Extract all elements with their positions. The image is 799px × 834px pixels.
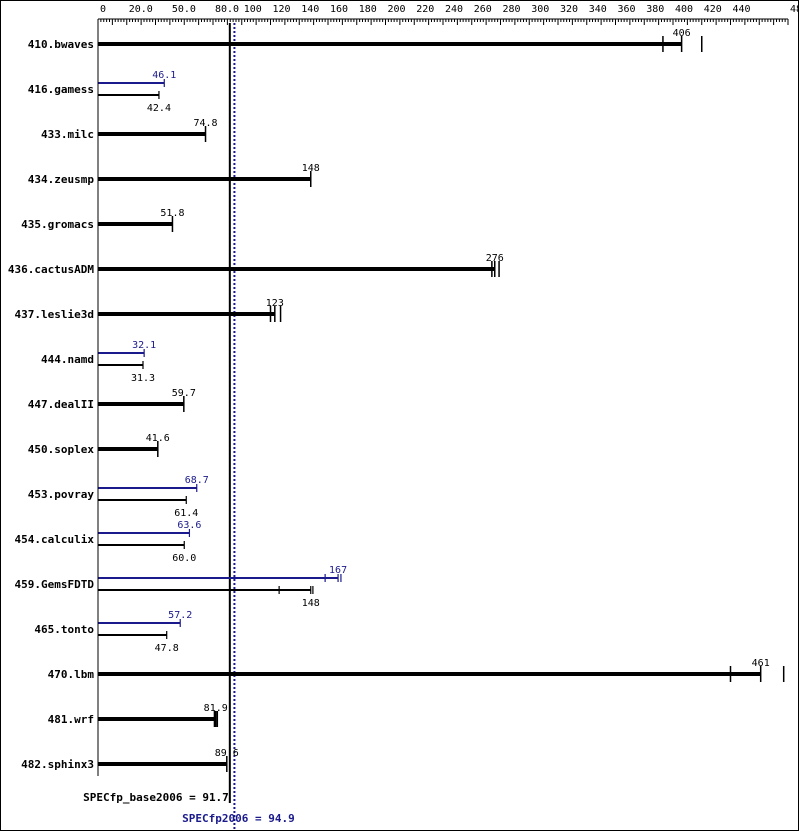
base-value-label: 406 <box>673 28 691 39</box>
base-value-label: 148 <box>302 598 320 609</box>
base-value-label: 461 <box>752 658 770 669</box>
x-tick-label: 240 <box>445 4 463 15</box>
x-tick-label: 160 <box>330 4 348 15</box>
x-tick-label: 300 <box>531 4 549 15</box>
x-tick-label: 180 <box>359 4 377 15</box>
base-value-label: 123 <box>266 298 284 309</box>
base-value-label: 41.6 <box>146 433 170 444</box>
x-tick-label: 480 <box>790 4 798 15</box>
x-tick-label: 440 <box>733 4 751 15</box>
x-tick-label: 360 <box>618 4 636 15</box>
x-tick-label: 260 <box>474 4 492 15</box>
peak-value-label: 68.7 <box>185 475 209 486</box>
x-tick-label: 220 <box>416 4 434 15</box>
x-tick-label: 20.0 <box>129 4 153 15</box>
x-tick-label: 400 <box>675 4 693 15</box>
base-value-label: 60.0 <box>172 553 196 564</box>
peak-mean-label: SPECfp2006 = 94.9 <box>182 812 295 825</box>
peak-value-label: 32.1 <box>132 340 156 351</box>
category-label: 454.calculix <box>15 533 95 546</box>
category-label: 435.gromacs <box>21 218 94 231</box>
x-tick-label: 50.0 <box>172 4 196 15</box>
category-label: 434.zeusmp <box>28 173 95 186</box>
category-label: 459.GemsFDTD <box>15 578 95 591</box>
category-label: 433.milc <box>41 128 94 141</box>
x-tick-label: 280 <box>503 4 521 15</box>
category-label: 482.sphinx3 <box>21 758 94 771</box>
base-value-label: 47.8 <box>155 643 179 654</box>
category-label: 465.tonto <box>34 623 94 636</box>
base-value-label: 59.7 <box>172 388 196 399</box>
base-value-label: 51.8 <box>160 208 184 219</box>
category-label: 436.cactusADM <box>8 263 94 276</box>
category-label: 453.povray <box>28 488 95 501</box>
category-label: 481.wrf <box>48 713 94 726</box>
category-label: 444.namd <box>41 353 94 366</box>
category-label: 416.gamess <box>28 83 94 96</box>
x-tick-label: 380 <box>646 4 664 15</box>
category-label: 410.bwaves <box>28 38 94 51</box>
base-value-label: 81.9 <box>204 703 228 714</box>
base-value-label: 276 <box>486 253 504 264</box>
peak-value-label: 46.1 <box>152 70 176 81</box>
x-tick-label: 320 <box>560 4 578 15</box>
x-tick-label: 140 <box>301 4 319 15</box>
x-tick-label: 0 <box>100 4 106 15</box>
x-tick-label: 420 <box>704 4 722 15</box>
category-label: 450.soplex <box>28 443 95 456</box>
category-label: 447.dealII <box>28 398 94 411</box>
peak-value-label: 63.6 <box>177 520 201 531</box>
peak-value-label: 167 <box>329 565 347 576</box>
base-value-label: 89.6 <box>215 748 239 759</box>
base-value-label: 42.4 <box>147 103 171 114</box>
x-tick-label: 100 <box>244 4 262 15</box>
base-value-label: 148 <box>302 163 320 174</box>
base-mean-label: SPECfp_base2006 = 91.7 <box>83 791 229 804</box>
base-value-label: 74.8 <box>193 118 217 129</box>
base-value-label: 61.4 <box>174 508 198 519</box>
peak-value-label: 57.2 <box>168 610 192 621</box>
x-tick-label: 120 <box>273 4 291 15</box>
x-tick-label: 200 <box>388 4 406 15</box>
base-value-label: 31.3 <box>131 373 155 384</box>
x-tick-label: 340 <box>589 4 607 15</box>
x-tick-label: 80.0 <box>215 4 239 15</box>
category-label: 470.lbm <box>48 668 95 681</box>
category-label: 437.leslie3d <box>15 308 94 321</box>
